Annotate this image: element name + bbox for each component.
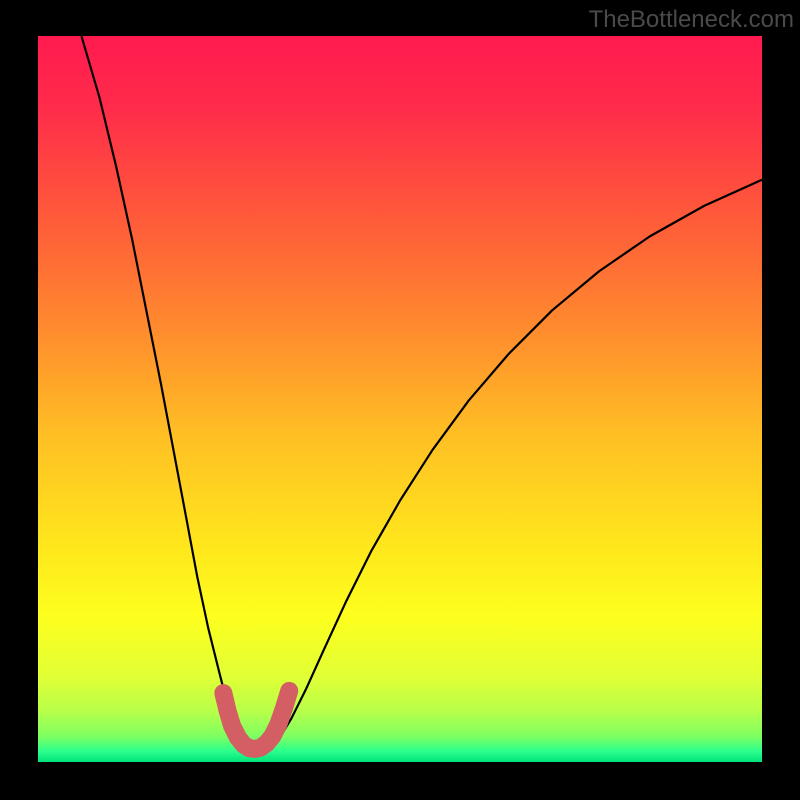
chart-svg-layer xyxy=(38,36,762,762)
bottleneck-curve xyxy=(81,36,762,753)
watermark-text: TheBottleneck.com xyxy=(589,6,794,34)
curve-minimum-marker xyxy=(223,691,289,749)
chart-canvas xyxy=(38,36,762,762)
